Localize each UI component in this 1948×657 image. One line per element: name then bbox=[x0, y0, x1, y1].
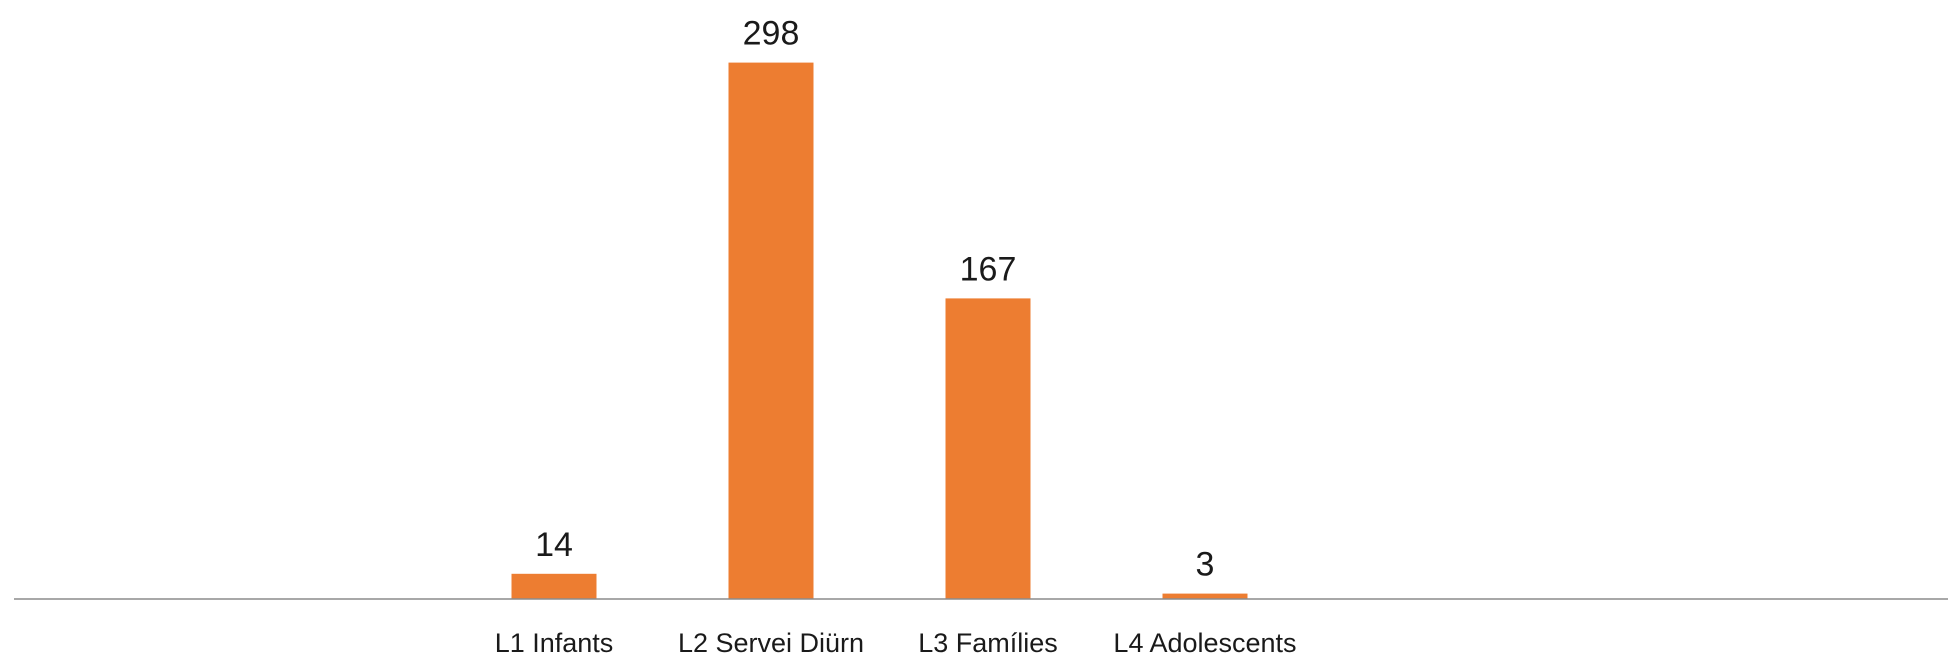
data-label-4: 3 bbox=[1196, 546, 1215, 584]
x-tick-label-4: L4 Adolescents bbox=[1113, 628, 1296, 657]
data-label-3: 167 bbox=[960, 250, 1017, 288]
bar-4 bbox=[1162, 593, 1248, 599]
bar-3 bbox=[945, 298, 1031, 599]
data-label-2: 298 bbox=[743, 15, 800, 53]
bar-2 bbox=[728, 62, 814, 600]
data-labels-layer: 14 298 167 3 bbox=[535, 15, 1214, 584]
bar-1 bbox=[511, 573, 597, 599]
data-label-1: 14 bbox=[535, 526, 573, 564]
x-tick-labels-layer: L1 Infants L2 Servei Diürn L3 Famílies L4 A… bbox=[495, 628, 1297, 657]
bars-layer bbox=[511, 62, 1248, 600]
x-tick-label-1: L1 Infants bbox=[495, 628, 614, 657]
x-tick-label-3: L3 Famílies bbox=[918, 628, 1058, 657]
x-tick-label-2: L2 Servei Diürn bbox=[678, 628, 864, 657]
